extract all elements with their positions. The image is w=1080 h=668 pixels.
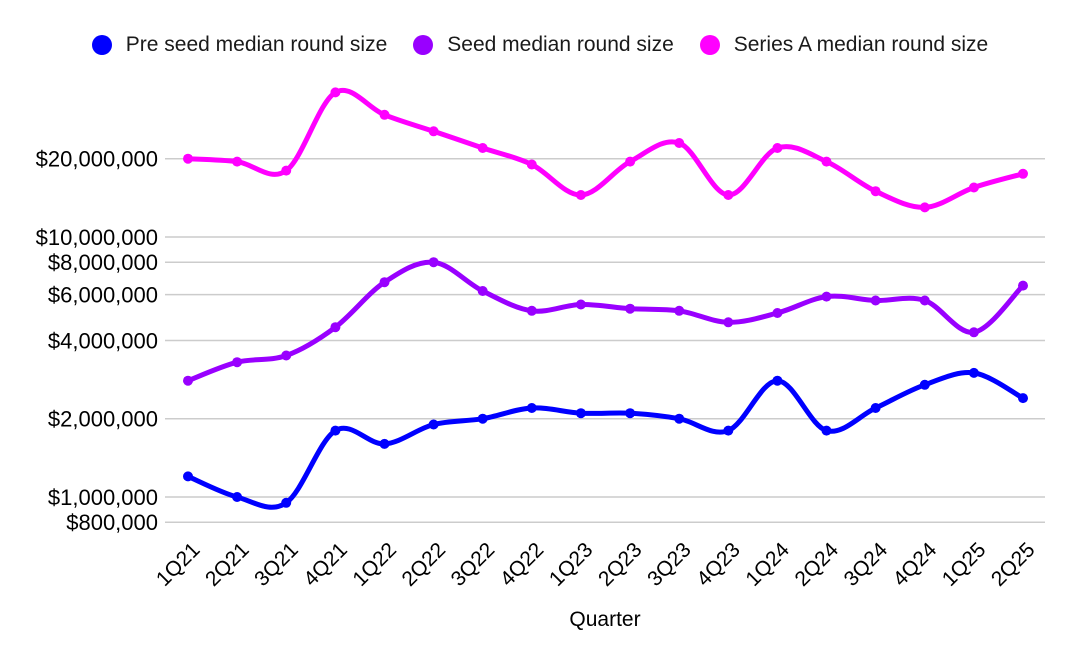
data-point-series-a-median-round-size-3q24: [870, 186, 881, 197]
data-point-series-a-median-round-size-3q23: [674, 138, 685, 148]
x-tick-label-4q24: 4Q24: [889, 538, 942, 591]
legend-dot-seed-median-round-size: [413, 35, 434, 55]
data-point-series-a-median-round-size-3q21: [281, 165, 292, 176]
y-tick-label: $4,000,000: [48, 328, 158, 353]
data-point-seed-median-round-size-4q22: [526, 305, 537, 316]
x-tick-label-1q25: 1Q25: [938, 538, 991, 591]
y-tick-label: $20,000,000: [36, 147, 158, 172]
legend-label: Series A median round size: [733, 33, 989, 56]
x-tick-label-2q21: 2Q21: [201, 538, 254, 591]
data-point-seed-median-round-size-4q23: [723, 317, 734, 328]
y-tick-label: $6,000,000: [48, 283, 158, 308]
legend-item-seed-median-round-size: Seed median round size: [413, 33, 674, 57]
data-point-pre-seed-median-round-size-3q22: [477, 413, 488, 424]
data-point-seed-median-round-size-1q25: [968, 327, 979, 338]
data-point-seed-median-round-size-4q24: [919, 295, 930, 306]
data-point-seed-median-round-size-2q24: [821, 291, 832, 302]
data-point-pre-seed-median-round-size-3q24: [870, 403, 881, 413]
data-point-pre-seed-median-round-size-4q24: [919, 379, 930, 390]
data-point-pre-seed-median-round-size-3q23: [674, 413, 685, 424]
data-point-seed-median-round-size-4q21: [330, 322, 341, 333]
data-point-series-a-median-round-size-2q24: [821, 156, 832, 167]
data-point-pre-seed-median-round-size-2q22: [428, 419, 439, 430]
data-point-seed-median-round-size-1q22: [379, 277, 390, 288]
legend-item-series-a-median-round-size: Series A median round size: [699, 33, 989, 57]
x-tick-label-4q22: 4Q22: [496, 538, 549, 591]
x-tick-label-1q22: 1Q22: [348, 538, 401, 591]
data-point-series-a-median-round-size-2q25: [1018, 168, 1028, 179]
data-point-pre-seed-median-round-size-1q25: [968, 367, 979, 378]
x-tick-label-2q23: 2Q23: [594, 538, 647, 591]
x-tick-label-3q24: 3Q24: [840, 538, 893, 591]
data-point-pre-seed-median-round-size-4q22: [526, 403, 537, 413]
data-point-seed-median-round-size-2q22: [428, 257, 439, 268]
series-line-series-a-median-round-size: [185, 88, 1026, 210]
data-point-series-a-median-round-size-4q24: [919, 202, 930, 213]
x-tick-label-1q23: 1Q23: [545, 538, 598, 591]
data-point-pre-seed-median-round-size-1q21: [183, 471, 193, 482]
x-tick-label-1q24: 1Q24: [741, 538, 794, 591]
data-point-seed-median-round-size-3q22: [477, 286, 488, 296]
data-point-seed-median-round-size-3q24: [870, 295, 881, 306]
data-point-pre-seed-median-round-size-2q25: [1018, 393, 1028, 404]
data-point-pre-seed-median-round-size-2q21: [232, 492, 243, 502]
x-tick-label-4q21: 4Q21: [299, 538, 352, 591]
legend-item-pre-seed-median-round-size: Pre seed median round size: [91, 33, 388, 57]
data-point-series-a-median-round-size-2q22: [428, 126, 439, 137]
data-point-series-a-median-round-size-4q22: [526, 159, 537, 170]
data-point-series-a-median-round-size-3q22: [477, 143, 488, 153]
y-tick-label: $8,000,000: [48, 250, 158, 275]
data-point-pre-seed-median-round-size-1q23: [575, 408, 586, 419]
data-point-pre-seed-median-round-size-1q24: [772, 375, 783, 386]
y-tick-label: $2,000,000: [48, 407, 158, 432]
legend-dot-series-a-median-round-size: [699, 35, 720, 55]
data-point-series-a-median-round-size-4q21: [330, 87, 341, 98]
x-tick-label-3q22: 3Q22: [447, 538, 500, 591]
x-tick-label-2q22: 2Q22: [398, 538, 451, 591]
x-tick-label-4q23: 4Q23: [692, 538, 745, 591]
x-tick-label-2q24: 2Q24: [790, 538, 843, 591]
x-axis-title: Quarter: [569, 608, 641, 631]
x-tick-label-3q21: 3Q21: [250, 538, 303, 591]
data-point-series-a-median-round-size-2q21: [232, 156, 243, 167]
data-point-series-a-median-round-size-4q23: [723, 190, 734, 200]
y-tick-label: $10,000,000: [36, 225, 158, 250]
legend-label: Pre seed median round size: [125, 33, 388, 56]
data-point-series-a-median-round-size-1q24: [772, 143, 783, 153]
series-line-pre-seed-median-round-size: [185, 370, 1026, 510]
data-point-seed-median-round-size-2q23: [625, 303, 636, 314]
series-line-seed-median-round-size: [185, 259, 1026, 384]
data-point-pre-seed-median-round-size-4q21: [330, 425, 341, 436]
data-point-series-a-median-round-size-2q23: [625, 156, 636, 167]
data-point-seed-median-round-size-1q24: [772, 308, 783, 318]
data-point-seed-median-round-size-3q21: [281, 350, 292, 361]
data-point-pre-seed-median-round-size-1q22: [379, 438, 390, 449]
y-tick-label: $800,000: [66, 510, 158, 535]
y-tick-label: $1,000,000: [48, 485, 158, 510]
data-point-pre-seed-median-round-size-2q23: [625, 408, 636, 419]
data-point-series-a-median-round-size-1q21: [183, 153, 193, 164]
data-point-seed-median-round-size-2q21: [232, 357, 243, 368]
data-point-series-a-median-round-size-1q23: [575, 190, 586, 200]
data-point-pre-seed-median-round-size-2q24: [821, 425, 832, 436]
chart-legend: Pre seed median round size Seed median ro…: [0, 33, 1080, 57]
data-point-seed-median-round-size-1q23: [575, 299, 586, 310]
data-point-seed-median-round-size-3q23: [674, 305, 685, 316]
data-point-seed-median-round-size-1q21: [183, 375, 193, 386]
legend-dot-pre-seed-median-round-size: [91, 35, 112, 55]
legend-label: Seed median round size: [447, 33, 674, 56]
data-point-seed-median-round-size-2q25: [1018, 280, 1028, 291]
x-tick-label-3q23: 3Q23: [643, 538, 696, 591]
data-point-series-a-median-round-size-1q22: [379, 109, 390, 120]
x-tick-label-2q25: 2Q25: [987, 538, 1040, 591]
data-point-pre-seed-median-round-size-4q23: [723, 425, 734, 436]
data-point-pre-seed-median-round-size-3q21: [281, 497, 292, 508]
data-point-series-a-median-round-size-1q25: [968, 182, 979, 193]
x-tick-label-1q21: 1Q21: [152, 538, 205, 591]
